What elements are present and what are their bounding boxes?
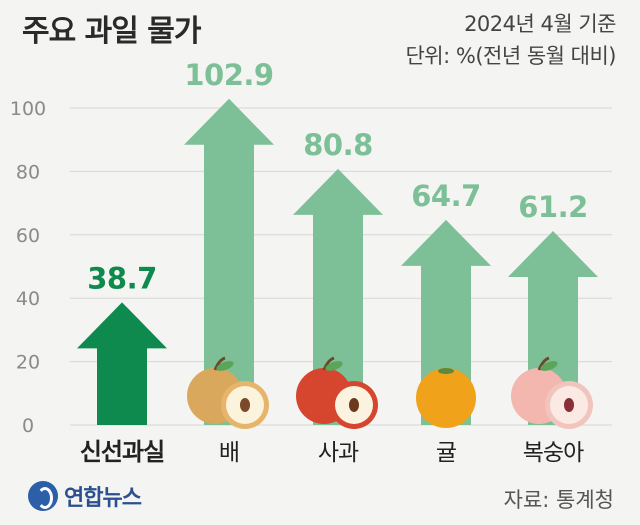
apple-icon (296, 356, 378, 429)
chart-title: 주요 과일 물가 (22, 14, 201, 49)
apple-icon-stem (322, 356, 335, 371)
value-label: 38.7 (87, 261, 157, 295)
category-label: 사과 (318, 440, 359, 466)
value-label: 61.2 (518, 190, 588, 224)
y-tick-label: 20 (16, 352, 40, 374)
peach-icon-core (564, 398, 574, 412)
value-label: 64.7 (411, 179, 481, 213)
bar-arrow-3 (293, 168, 383, 425)
value-labels: 38.7 102.9 80.8 64.7 61.2 (87, 58, 588, 296)
bar-arrow-1 (77, 302, 167, 425)
tangerine-leaf (438, 368, 454, 374)
y-tick-label: 80 (16, 161, 40, 183)
category-label: 복숭아 (523, 440, 584, 466)
category-label: 배 (219, 440, 239, 466)
peach-icon-stem (537, 356, 550, 371)
y-tick-label: 0 (22, 415, 34, 437)
category-label: 신선과실 (80, 438, 164, 466)
logo-icon (28, 481, 58, 511)
y-tick-label: 40 (16, 288, 40, 310)
apple-icon-leaf (325, 361, 343, 371)
logo: 연합뉴스 (28, 480, 142, 512)
y-tick-labels: 0 20 40 60 80 100 (10, 98, 46, 437)
value-label: 80.8 (303, 128, 373, 162)
bar-arrow-2 (184, 98, 274, 425)
tangerine-body (416, 368, 476, 428)
source-note: 자료: 통계청 (503, 488, 614, 512)
category-labels: 신선과실 배 사과 귤 복숭아 (80, 438, 585, 466)
basis-date: 2024년 4월 기준 (464, 12, 616, 36)
peach-icon (511, 356, 593, 429)
fruit-illustrations (187, 356, 593, 429)
pear-icon-leaf (216, 361, 234, 371)
pear-icon-stem (213, 356, 226, 371)
peach-icon-leaf (540, 361, 558, 371)
value-label: 102.9 (184, 58, 273, 92)
logo-text: 연합뉴스 (64, 486, 142, 511)
category-label: 귤 (436, 440, 456, 466)
chart-meta: 2024년 4월 기준 단위: %(전년 동월 대비) (405, 8, 616, 72)
y-tick-label: 100 (10, 98, 46, 120)
pear-icon (187, 356, 269, 429)
y-tick-label: 60 (16, 225, 40, 247)
tangerine-icon (416, 368, 476, 428)
pear-icon-core (240, 398, 250, 412)
apple-icon-core (349, 398, 359, 412)
unit-label: 단위: %(전년 동월 대비) (405, 44, 616, 68)
bar-arrow-4 (401, 219, 491, 425)
